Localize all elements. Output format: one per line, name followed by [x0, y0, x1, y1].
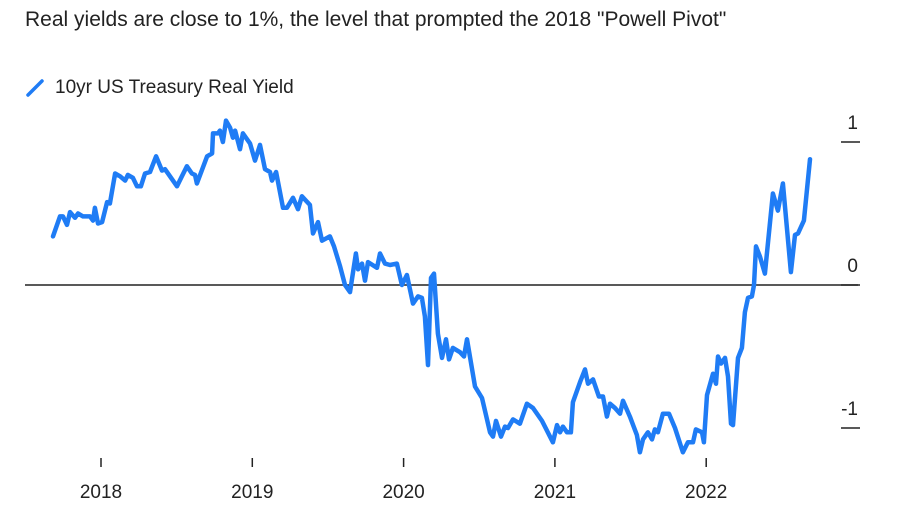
y-axis: 1 0 -1: [841, 113, 860, 429]
series-line: [50, 118, 813, 455]
legend-label: 10yr US Treasury Real Yield: [55, 77, 294, 98]
chart-title: Real yields are close to 1%, the level t…: [25, 8, 727, 31]
x-tick-label: 2022: [685, 482, 727, 503]
x-tick-label: 2020: [382, 482, 424, 503]
y-tick-label: 1: [847, 113, 858, 134]
legend-line-icon: [26, 79, 44, 97]
x-tick-label: 2018: [80, 482, 122, 503]
y-tick-label: -1: [841, 399, 858, 420]
y-tick-label: 0: [847, 256, 858, 277]
x-tick-label: 2021: [534, 482, 576, 503]
x-axis: 2018 2019 2020 2021 2022: [80, 458, 727, 503]
legend: 10yr US Treasury Real Yield: [25, 77, 294, 99]
x-tick-label: 2019: [231, 482, 273, 503]
